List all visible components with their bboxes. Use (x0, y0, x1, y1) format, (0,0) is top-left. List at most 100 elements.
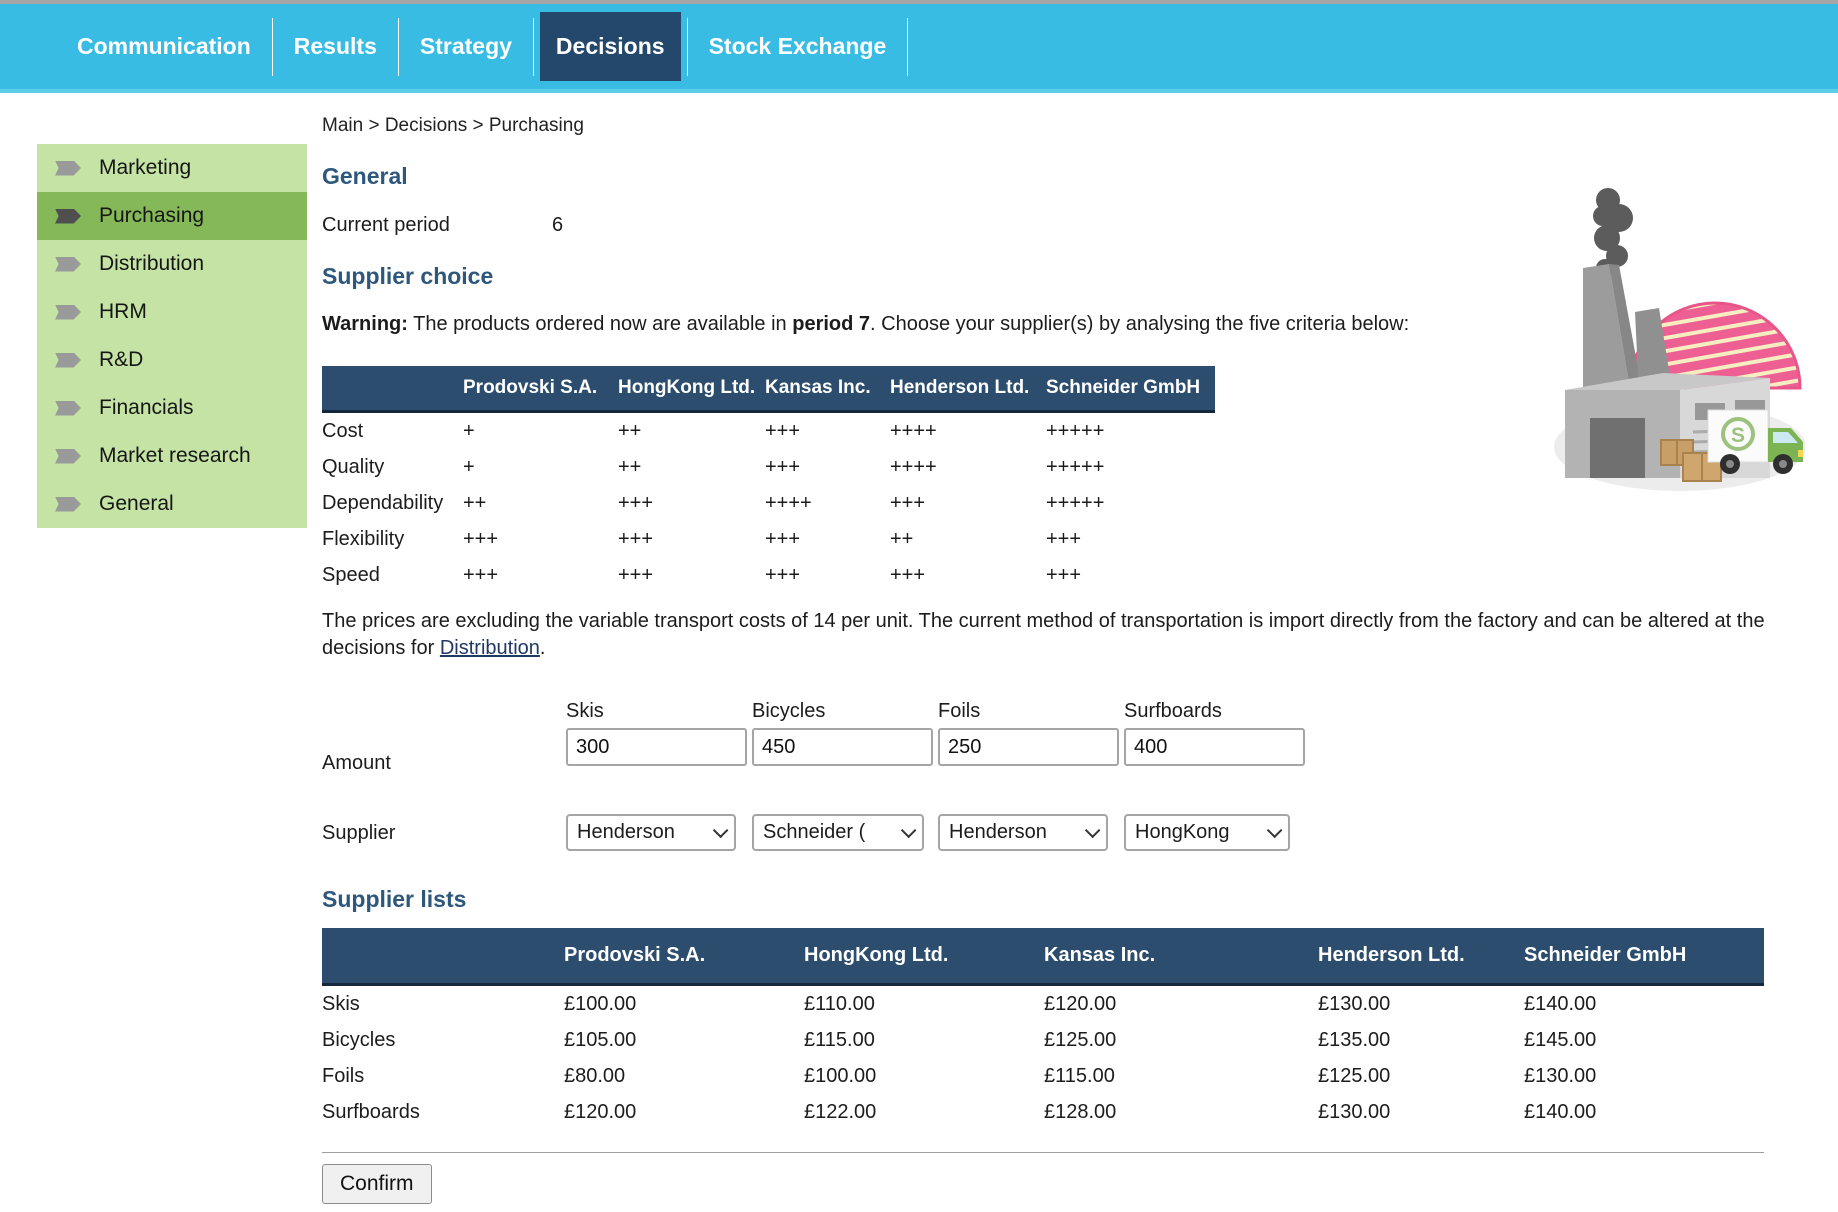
sidebar: Marketing Purchasing Distribution HRM R&… (37, 144, 307, 528)
sidebar-item-label: Marketing (99, 156, 191, 180)
criteria-cell: ++ (463, 492, 618, 515)
price-cell: £115.00 (804, 1029, 1044, 1052)
transport-note: The prices are excluding the variable tr… (322, 608, 1770, 662)
criteria-cell: +++ (618, 492, 765, 515)
criteria-cell: +++ (765, 564, 890, 587)
supplier-select-skis[interactable]: Henderson (566, 814, 736, 851)
supplier-choice-heading: Supplier choice (322, 263, 493, 290)
sidebar-item-general[interactable]: General (37, 480, 307, 528)
table-row: Skis £100.00 £110.00 £120.00 £130.00 £14… (322, 986, 1764, 1022)
criteria-row-label: Quality (322, 456, 463, 479)
supplier-select-value: Henderson (949, 821, 1047, 844)
distribution-link[interactable]: Distribution (440, 637, 540, 659)
amount-input-skis[interactable] (566, 728, 747, 766)
supplier-lists-header: Prodovski S.A. HongKong Ltd. Kansas Inc.… (322, 928, 1764, 986)
arrow-tag-icon (55, 209, 81, 224)
general-heading: General (322, 163, 408, 190)
price-cell: £122.00 (804, 1101, 1044, 1124)
arrow-tag-icon (55, 353, 81, 368)
price-cell: £130.00 (1318, 993, 1524, 1016)
criteria-cell: +++ (1046, 564, 1215, 587)
criteria-cell: ++++ (765, 492, 890, 515)
criteria-col-header: Kansas Inc. (765, 377, 890, 399)
sidebar-item-market-research[interactable]: Market research (37, 432, 307, 480)
tab-communication[interactable]: Communication (56, 2, 272, 91)
sidebar-item-rd[interactable]: R&D (37, 336, 307, 384)
criteria-col-header: Prodovski S.A. (463, 377, 618, 399)
price-row-label: Bicycles (322, 1029, 564, 1052)
supplier-select-surfboards[interactable]: HongKong (1124, 814, 1290, 851)
sidebar-item-distribution[interactable]: Distribution (37, 240, 307, 288)
price-cell: £125.00 (1044, 1029, 1318, 1052)
criteria-cell: ++++ (890, 420, 1046, 443)
criteria-cell: +++++ (1046, 456, 1215, 479)
criteria-col-header: Henderson Ltd. (890, 377, 1046, 399)
price-cell: £110.00 (804, 993, 1044, 1016)
warning-part2: . Choose your supplier(s) by analysing t… (870, 313, 1409, 335)
warning-part1: The products ordered now are available i… (408, 313, 792, 335)
criteria-cell: +++ (890, 492, 1046, 515)
arrow-tag-icon (55, 497, 81, 512)
amount-input-surfboards[interactable] (1124, 728, 1305, 766)
price-cell: £128.00 (1044, 1101, 1318, 1124)
sidebar-item-label: HRM (99, 300, 147, 324)
supplier-lists-table: Prodovski S.A. HongKong Ltd. Kansas Inc.… (322, 928, 1764, 1130)
table-row: Cost + ++ +++ ++++ +++++ (322, 413, 1215, 449)
sidebar-item-label: General (99, 492, 174, 516)
amount-label: Amount (322, 752, 391, 775)
supplier-col-header: Henderson Ltd. (1318, 944, 1524, 967)
price-cell: £130.00 (1318, 1101, 1524, 1124)
criteria-row-label: Speed (322, 564, 463, 587)
price-cell: £145.00 (1524, 1029, 1764, 1052)
criteria-cell: + (463, 456, 618, 479)
arrow-tag-icon (55, 257, 81, 272)
supplier-select-value: HongKong (1135, 821, 1230, 844)
price-cell: £140.00 (1524, 993, 1764, 1016)
current-period-label: Current period (322, 214, 450, 237)
sidebar-item-label: Market research (99, 444, 251, 468)
price-row-label: Skis (322, 993, 564, 1016)
sidebar-item-hrm[interactable]: HRM (37, 288, 307, 336)
price-cell: £120.00 (564, 1101, 804, 1124)
criteria-cell: +++ (618, 564, 765, 587)
amount-input-bicycles[interactable] (752, 728, 933, 766)
table-row: Flexibility +++ +++ +++ ++ +++ (322, 521, 1215, 557)
smoke-icon (1593, 188, 1633, 277)
sidebar-item-purchasing[interactable]: Purchasing (37, 192, 307, 240)
table-row: Quality + ++ +++ ++++ +++++ (322, 449, 1215, 485)
sidebar-item-financials[interactable]: Financials (37, 384, 307, 432)
criteria-cell: +++ (463, 528, 618, 551)
top-nav: Communication Results Strategy Decisions… (0, 4, 1838, 93)
criteria-table-header: Prodovski S.A. HongKong Ltd. Kansas Inc.… (322, 366, 1215, 413)
breadcrumb[interactable]: Main > Decisions > Purchasing (322, 115, 584, 137)
chevron-down-icon (901, 823, 917, 839)
nav-separator (533, 18, 534, 76)
transport-note-part2: . (540, 637, 546, 659)
supplier-label: Supplier (322, 822, 395, 845)
supplier-select-bicycles[interactable]: Schneider ( (752, 814, 924, 851)
sidebar-item-label: Financials (99, 396, 194, 420)
confirm-button[interactable]: Confirm (322, 1164, 432, 1204)
price-row-label: Surfboards (322, 1101, 564, 1124)
table-row: Foils £80.00 £100.00 £115.00 £125.00 £13… (322, 1058, 1764, 1094)
supplier-select-foils[interactable]: Henderson (938, 814, 1108, 851)
criteria-row-label: Dependability (322, 492, 463, 515)
table-row: Bicycles £105.00 £115.00 £125.00 £135.00… (322, 1022, 1764, 1058)
criteria-cell: ++ (618, 456, 765, 479)
tab-decisions[interactable]: Decisions (540, 12, 681, 81)
factory-illustration: S (1545, 150, 1805, 495)
criteria-cell: ++ (890, 528, 1046, 551)
price-cell: £130.00 (1524, 1065, 1764, 1088)
price-cell: £105.00 (564, 1029, 804, 1052)
table-row: Surfboards £120.00 £122.00 £128.00 £130.… (322, 1094, 1764, 1130)
table-row: Dependability ++ +++ ++++ +++ +++++ (322, 485, 1215, 521)
chevron-down-icon (713, 823, 729, 839)
tab-stock-exchange[interactable]: Stock Exchange (688, 2, 908, 91)
amount-input-foils[interactable] (938, 728, 1119, 766)
criteria-cell: +++++ (1046, 492, 1215, 515)
supplier-col-header: Schneider GmbH (1524, 944, 1764, 967)
tab-strategy[interactable]: Strategy (399, 2, 533, 91)
supplier-col-header: HongKong Ltd. (804, 944, 1044, 967)
sidebar-item-marketing[interactable]: Marketing (37, 144, 307, 192)
tab-results[interactable]: Results (273, 2, 398, 91)
